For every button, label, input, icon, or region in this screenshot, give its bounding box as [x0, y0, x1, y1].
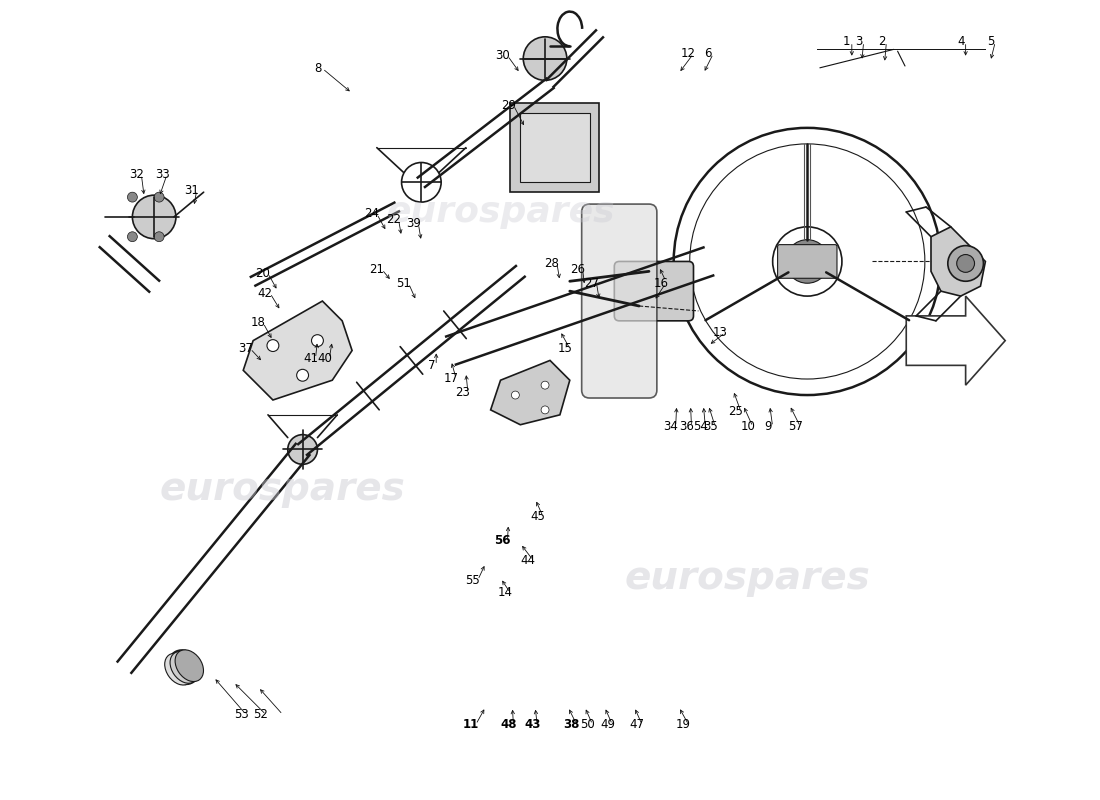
Text: 41: 41	[302, 352, 318, 365]
Polygon shape	[931, 227, 986, 296]
Ellipse shape	[165, 654, 194, 685]
Circle shape	[154, 232, 164, 242]
Text: 25: 25	[728, 406, 744, 418]
Text: 53: 53	[234, 708, 249, 721]
Circle shape	[297, 370, 308, 381]
Text: 30: 30	[495, 49, 510, 62]
FancyBboxPatch shape	[614, 262, 693, 321]
Text: 20: 20	[255, 267, 271, 280]
Text: 21: 21	[370, 263, 384, 276]
Text: 12: 12	[681, 47, 696, 60]
Ellipse shape	[170, 651, 198, 683]
Circle shape	[132, 195, 176, 238]
Text: 50: 50	[580, 718, 595, 731]
Text: 4: 4	[957, 35, 965, 48]
Text: 1: 1	[843, 35, 850, 48]
Text: 48: 48	[500, 718, 517, 731]
Text: eurospares: eurospares	[386, 195, 615, 229]
Text: 28: 28	[544, 257, 560, 270]
Text: 27: 27	[584, 277, 600, 290]
Text: 3: 3	[855, 35, 862, 48]
Text: 37: 37	[238, 342, 253, 355]
Text: 55: 55	[465, 574, 481, 586]
Text: eurospares: eurospares	[160, 470, 406, 508]
Text: 51: 51	[396, 277, 411, 290]
Text: 57: 57	[788, 420, 803, 434]
Circle shape	[957, 254, 975, 272]
Text: 36: 36	[679, 420, 694, 434]
Text: 49: 49	[600, 718, 615, 731]
Text: 16: 16	[653, 277, 669, 290]
Text: 33: 33	[155, 168, 169, 181]
Text: 9: 9	[764, 420, 771, 434]
FancyBboxPatch shape	[778, 245, 837, 278]
Text: 10: 10	[740, 420, 756, 434]
Text: 35: 35	[703, 420, 717, 434]
Text: 31: 31	[185, 184, 199, 197]
FancyBboxPatch shape	[582, 204, 657, 398]
Text: 14: 14	[498, 586, 513, 599]
Text: 32: 32	[129, 168, 144, 181]
Text: 38: 38	[563, 718, 580, 731]
Text: 45: 45	[530, 510, 546, 523]
Circle shape	[311, 334, 323, 346]
Circle shape	[128, 192, 138, 202]
Text: 43: 43	[524, 718, 540, 731]
Text: eurospares: eurospares	[625, 559, 871, 597]
Polygon shape	[243, 301, 352, 400]
Text: 39: 39	[406, 218, 421, 230]
Text: 11: 11	[463, 718, 478, 731]
Text: 17: 17	[443, 372, 459, 385]
Text: 15: 15	[558, 342, 572, 355]
Circle shape	[154, 192, 164, 202]
Polygon shape	[906, 296, 1005, 385]
Text: 18: 18	[251, 316, 265, 330]
Text: 19: 19	[676, 718, 691, 731]
Circle shape	[524, 37, 567, 80]
Circle shape	[288, 434, 318, 464]
Text: 5: 5	[987, 35, 994, 48]
Circle shape	[267, 340, 279, 351]
Text: 29: 29	[500, 98, 516, 112]
Text: 22: 22	[386, 214, 402, 226]
Text: 42: 42	[257, 286, 273, 300]
Text: 6: 6	[705, 47, 712, 60]
Text: 54: 54	[693, 420, 708, 434]
Circle shape	[512, 391, 519, 399]
FancyBboxPatch shape	[520, 113, 590, 182]
Circle shape	[541, 406, 549, 414]
Text: 24: 24	[364, 207, 380, 221]
Circle shape	[128, 232, 138, 242]
Text: 56: 56	[494, 534, 510, 547]
Text: 52: 52	[254, 708, 268, 721]
Text: 47: 47	[629, 718, 645, 731]
Circle shape	[785, 240, 829, 283]
Text: 7: 7	[428, 359, 435, 372]
Text: 26: 26	[570, 263, 585, 276]
Text: 23: 23	[455, 386, 471, 398]
Text: 34: 34	[663, 420, 679, 434]
Ellipse shape	[175, 650, 204, 682]
FancyBboxPatch shape	[510, 103, 600, 192]
Text: 44: 44	[520, 554, 536, 567]
Text: 13: 13	[713, 326, 727, 339]
Circle shape	[541, 381, 549, 389]
Circle shape	[948, 246, 983, 282]
Polygon shape	[491, 361, 570, 425]
Text: 40: 40	[317, 352, 332, 365]
Text: 2: 2	[878, 35, 886, 48]
Text: 8: 8	[314, 62, 321, 75]
